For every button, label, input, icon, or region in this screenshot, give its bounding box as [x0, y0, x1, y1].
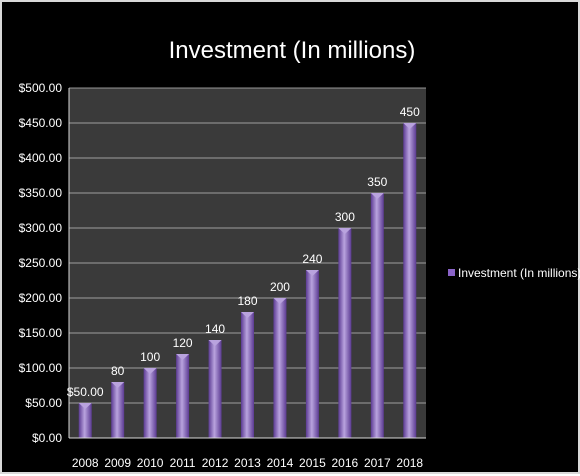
bar-cap: [370, 193, 384, 199]
data-label: 140: [205, 322, 225, 336]
data-label: 450: [400, 105, 420, 119]
bar-cap: [305, 270, 319, 276]
chart-title: Investment (In millions): [169, 37, 416, 64]
data-label: 180: [237, 294, 257, 308]
bar-2010: [143, 368, 157, 438]
bar-2016: [338, 228, 352, 438]
bars: [78, 123, 417, 438]
data-label: 100: [140, 350, 160, 364]
y-tick-label: $400.00: [19, 151, 63, 165]
x-tick-label: 2014: [267, 456, 294, 470]
bar-cap: [78, 403, 92, 409]
bar-cap: [111, 382, 125, 388]
bar-2013: [241, 312, 254, 438]
y-tick-label: $500.00: [19, 81, 63, 95]
x-tick-label: 2009: [104, 456, 131, 470]
data-label: 200: [270, 280, 290, 294]
legend-label: Investment (In millions): [458, 266, 580, 280]
y-tick-label: $100.00: [19, 361, 63, 375]
data-label: 300: [335, 210, 355, 224]
x-tick-label: 2018: [396, 456, 423, 470]
y-tick-label: $200.00: [19, 291, 63, 305]
bar-2012: [208, 340, 222, 438]
bar-cap: [273, 298, 287, 304]
x-axis-tick-labels: 2008 2009 2010 2011 2012 2013 2014 2015 2016 2017…: [72, 456, 424, 470]
y-tick-label: $350.00: [19, 186, 63, 200]
y-tick-label: $0.00: [32, 431, 62, 445]
data-label: $50.00: [67, 385, 104, 399]
bar-2009: [111, 382, 125, 438]
bar-cap: [143, 368, 157, 374]
legend-swatch: [448, 269, 455, 276]
data-label: 240: [302, 252, 322, 266]
data-label: 120: [173, 336, 193, 350]
data-label: 80: [111, 364, 125, 378]
bar-2017: [370, 193, 384, 438]
data-label: 350: [367, 175, 387, 189]
bar-2015: [305, 270, 319, 438]
y-tick-label: $50.00: [25, 396, 62, 410]
x-tick-label: 2017: [364, 456, 391, 470]
x-tick-label: 2008: [72, 456, 99, 470]
y-tick-label: $150.00: [19, 326, 63, 340]
bar-2014: [273, 298, 287, 438]
bar-cap: [241, 312, 254, 318]
x-tick-label: 2013: [234, 456, 261, 470]
bar-cap: [208, 340, 222, 346]
data-labels: $50.00 80 100 120 140 180 200 240 300 350 450: [67, 105, 420, 399]
bar-cap: [403, 123, 417, 129]
bar-cap: [176, 354, 190, 360]
y-tick-label: $450.00: [19, 116, 63, 130]
bar-2018: [403, 123, 417, 438]
y-tick-label: $300.00: [19, 221, 63, 235]
y-axis-tick-labels: $0.00 $50.00 $100.00 $150.00 $200.00 $250.00 $…: [19, 81, 63, 445]
legend: Investment (In millions): [448, 266, 580, 280]
x-tick-label: 2015: [299, 456, 326, 470]
bar-2011: [176, 354, 190, 438]
x-tick-label: 2016: [332, 456, 359, 470]
x-tick-label: 2012: [202, 456, 229, 470]
bar-cap: [338, 228, 352, 234]
bar-2008: [78, 403, 92, 438]
x-tick-label: 2010: [137, 456, 164, 470]
x-tick-label: 2011: [170, 456, 196, 470]
y-tick-label: $250.00: [19, 256, 63, 270]
